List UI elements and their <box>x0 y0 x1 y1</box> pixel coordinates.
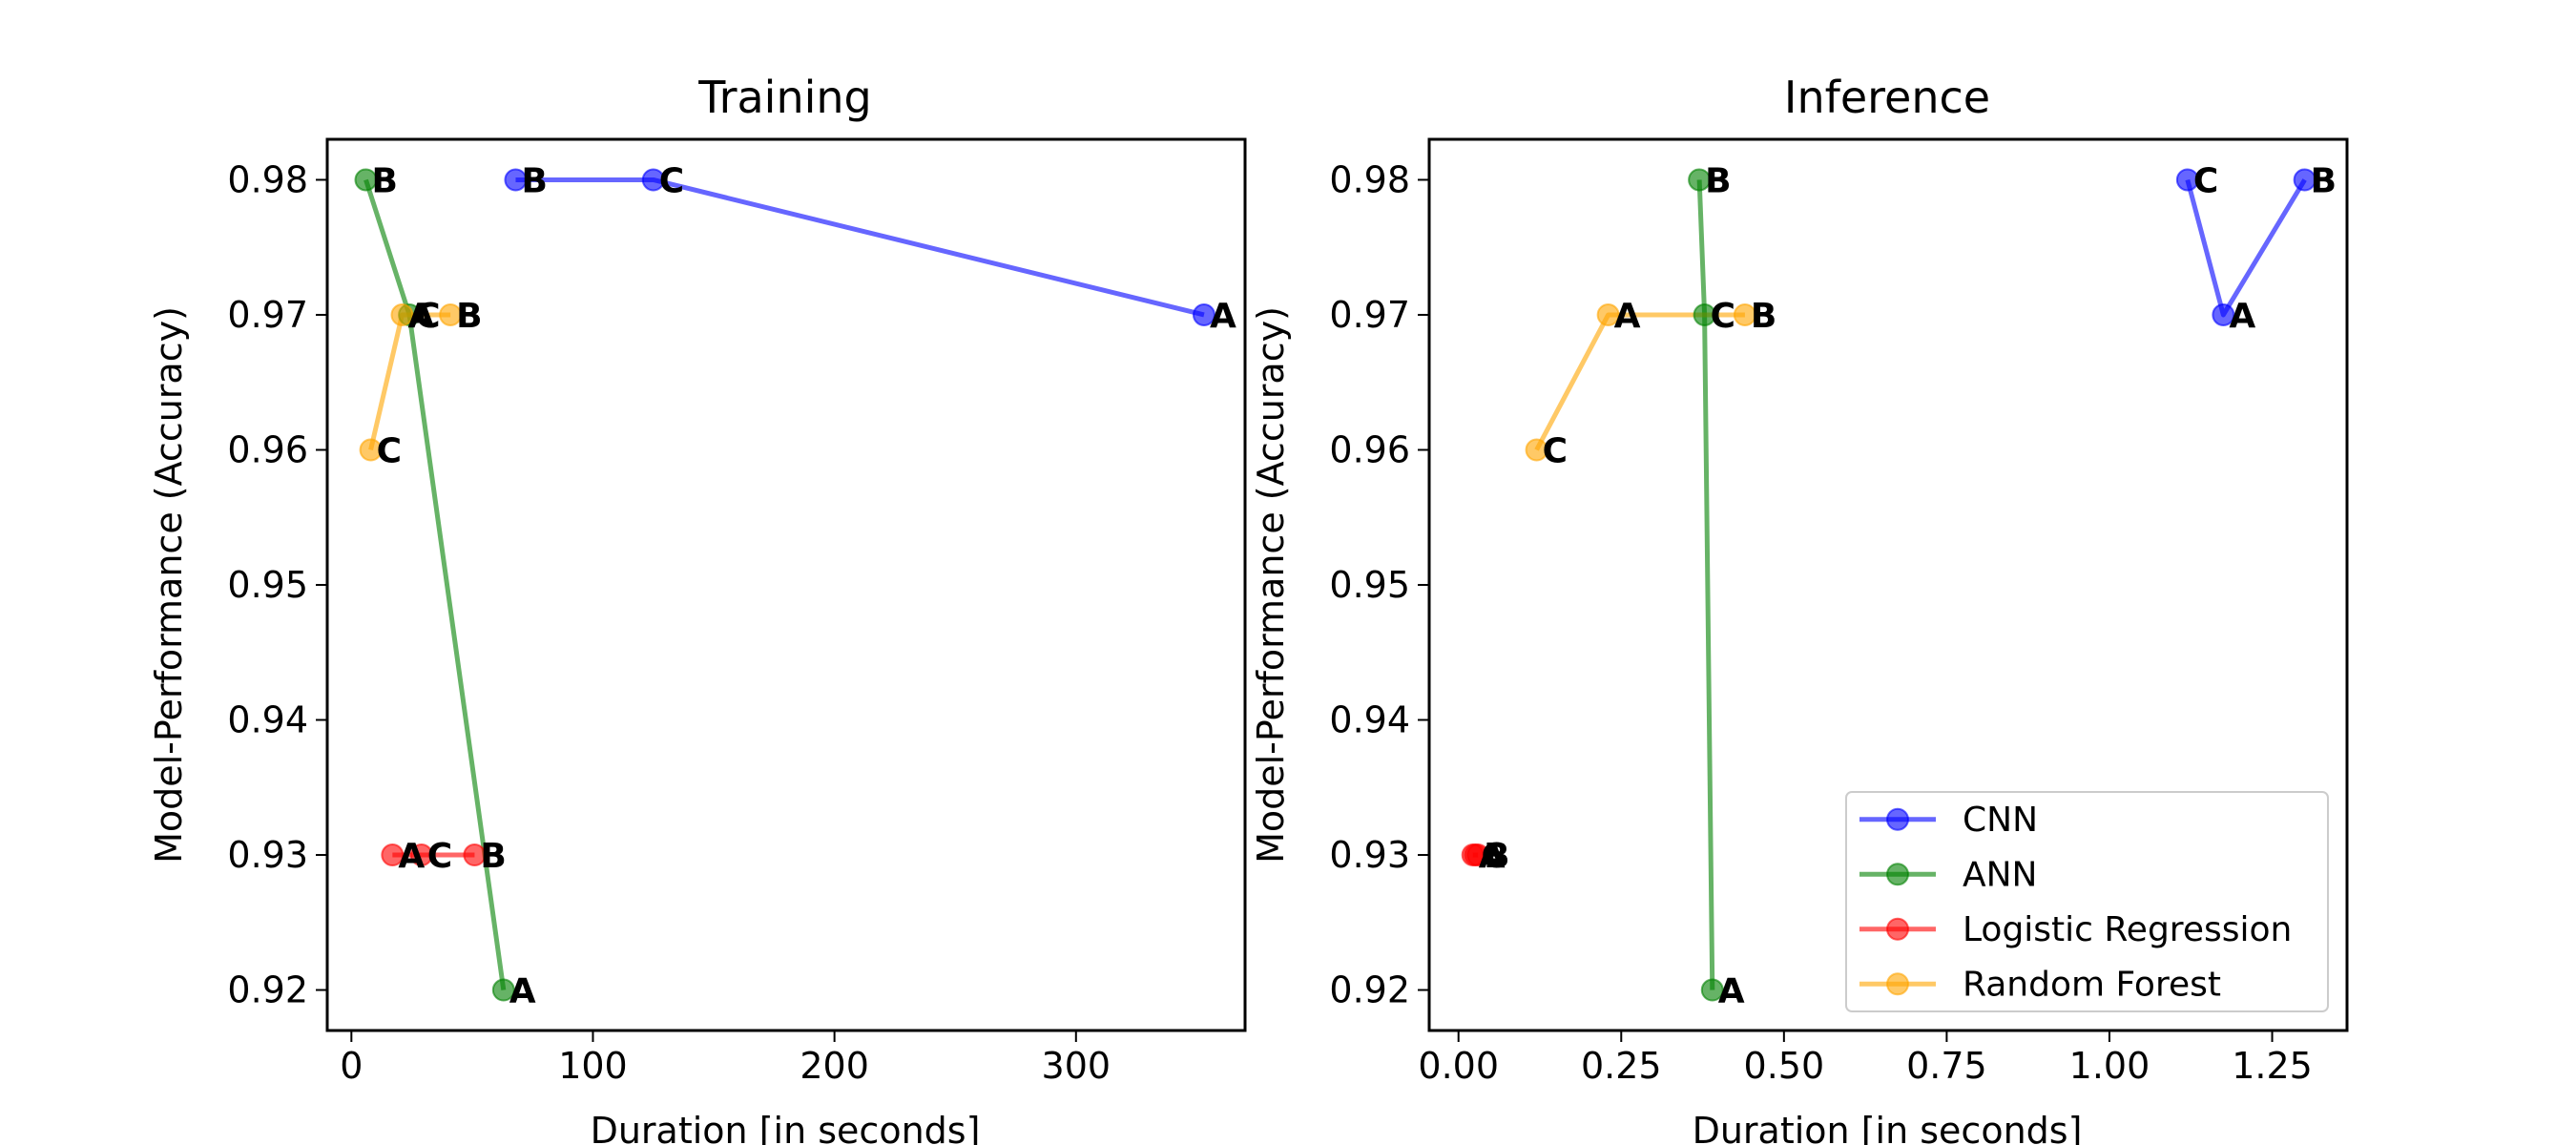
inference-cnn-label-a: A <box>2229 297 2255 336</box>
inference-x-tick-label: 0.25 <box>1581 1045 1662 1087</box>
training-y-axis-label: Model-Performance (Accuracy) <box>148 306 190 864</box>
training-x-tick-label: 300 <box>1042 1045 1111 1087</box>
inference-x-tick-label: 1.00 <box>2069 1045 2150 1087</box>
training-y-tick-label: 0.92 <box>227 969 308 1011</box>
legend-random-forest-label: Random Forest <box>1963 965 2221 1004</box>
legend-logistic-regression-label: Logistic Regression <box>1963 910 2292 949</box>
inference-random-forest-point-a <box>1596 302 1620 326</box>
inference-logistic-regression-label-a: A <box>1479 837 1506 876</box>
inference-ann-label-b: B <box>1705 161 1731 200</box>
legend-cnn-swatch-marker <box>1886 807 1909 831</box>
inference-ann-point-c <box>1693 302 1716 326</box>
inference-cnn-label-c: C <box>2193 161 2218 200</box>
inference-random-forest-label-a: A <box>1614 297 1641 336</box>
inference-ann-point-a <box>1700 978 1724 1002</box>
inference-random-forest-point-b <box>1733 302 1756 326</box>
training-logistic-regression-point-b <box>463 843 487 867</box>
training-random-forest-point-a <box>390 302 414 326</box>
inference-y-tick-label: 0.98 <box>1329 158 1410 200</box>
inference-x-tick-label: 0.75 <box>1906 1045 1987 1087</box>
training-logistic-regression-label-b: B <box>480 837 506 876</box>
inference-x-tick-label: 0.50 <box>1744 1045 1825 1087</box>
inference-y-tick-label: 0.93 <box>1329 834 1410 876</box>
inference-y-tick-label: 0.97 <box>1329 294 1410 336</box>
training-random-forest-label-c: C <box>377 431 402 470</box>
training-ann-point-a <box>491 978 515 1002</box>
inference-logistic-regression-label-c: C <box>1481 837 1506 876</box>
training-y-tick-label: 0.98 <box>227 158 308 200</box>
inference-y-tick-label: 0.92 <box>1329 969 1410 1011</box>
inference-cnn-point-a <box>2212 302 2235 326</box>
inference-random-forest-label-b: B <box>1751 297 1776 336</box>
inference-cnn-point-c <box>2175 168 2199 192</box>
training-y-tick-label: 0.95 <box>227 564 308 606</box>
training-cnn-label-a: A <box>1210 297 1236 336</box>
training-logistic-regression-point-c <box>409 843 433 867</box>
inference-y-axis-label: Model-Performance (Accuracy) <box>1250 306 1292 864</box>
training-random-forest-label-a: A <box>407 297 434 336</box>
training-y-tick-label: 0.93 <box>227 834 308 876</box>
inference-legend: CNN ANN Logistic Regression Random Forest <box>1845 791 2329 1012</box>
inference-ann-label-a: A <box>1718 972 1745 1011</box>
legend-logistic-regression-swatch-marker <box>1886 917 1909 941</box>
inference-y-tick-label: 0.96 <box>1329 428 1410 470</box>
training-cnn-point-b <box>504 168 528 192</box>
legend-random-forest-swatch-marker <box>1886 972 1909 996</box>
training-cnn-label-c: C <box>659 161 684 200</box>
training-title: Training <box>697 72 872 123</box>
inference-x-tick-label: 0.00 <box>1418 1045 1499 1087</box>
training-ann-point-b <box>354 168 378 192</box>
inference-random-forest-label-c: C <box>1543 431 1568 470</box>
inference-x-tick-label: 1.25 <box>2232 1045 2313 1087</box>
training-random-forest-label-b: B <box>456 297 482 336</box>
training-y-tick-label: 0.94 <box>227 699 308 741</box>
training-y-tick-label: 0.96 <box>227 428 308 470</box>
inference-ann-label-c: C <box>1711 297 1735 336</box>
training-random-forest-point-c <box>359 438 383 462</box>
training-logistic-regression-point-a <box>381 843 405 867</box>
inference-x-axis-label: Duration [in seconds] <box>1693 1110 2083 1145</box>
training-logistic-regression-label-c: C <box>427 837 452 876</box>
inference-y-tick-label: 0.95 <box>1329 564 1410 606</box>
legend-ann-swatch-marker <box>1886 863 1909 886</box>
training-ann-label-c: C <box>415 297 440 336</box>
training-x-tick-label: 100 <box>558 1045 628 1087</box>
training-cnn-label-b: B <box>521 161 547 200</box>
inference-cnn-point-b <box>2293 168 2316 192</box>
training-ann-label-a: A <box>509 972 536 1011</box>
training-x-axis-label: Duration [in seconds] <box>591 1110 981 1145</box>
inference-ann-point-b <box>1688 168 1712 192</box>
inference-logistic-regression-point-b <box>1466 843 1490 867</box>
training-logistic-regression-label-a: A <box>398 837 425 876</box>
inference-legend-frame <box>1845 791 2329 1012</box>
training-x-tick-label: 0 <box>340 1045 363 1087</box>
legend-cnn-label: CNN <box>1963 801 2038 840</box>
inference-random-forest-point-c <box>1525 438 1548 462</box>
inference-cnn-label-b: B <box>2311 161 2337 200</box>
legend-ann-label: ANN <box>1963 855 2038 894</box>
training-ann-label-b: B <box>372 161 398 200</box>
training-random-forest-point-b <box>439 302 463 326</box>
inference-logistic-regression-label-b: B <box>1484 837 1509 876</box>
training-cnn-point-a <box>1192 302 1215 326</box>
inference-y-tick-label: 0.94 <box>1329 699 1410 741</box>
training-x-tick-label: 200 <box>800 1045 869 1087</box>
inference-title: Inference <box>1784 72 1990 123</box>
training-y-tick-label: 0.97 <box>227 294 308 336</box>
training-cnn-point-c <box>641 168 665 192</box>
